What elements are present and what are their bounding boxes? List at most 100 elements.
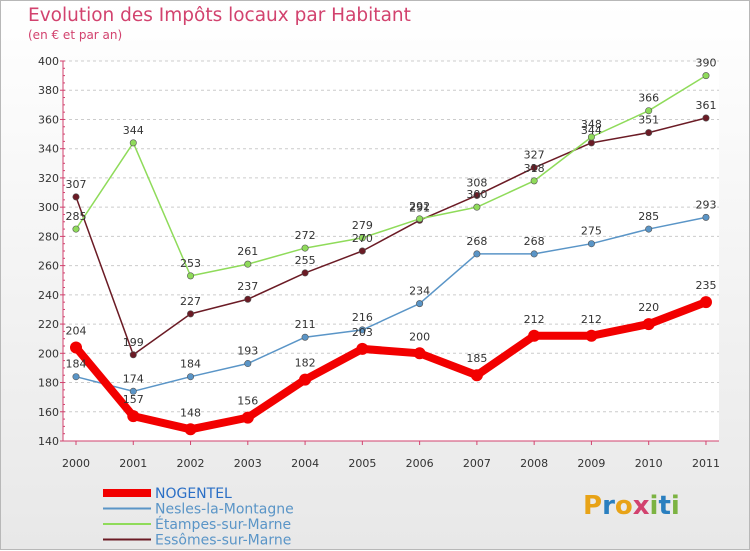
- x-tick-label: 2002: [177, 457, 205, 470]
- y-tick-label: 160: [38, 406, 59, 419]
- data-label: 199: [123, 336, 144, 349]
- data-label: 270: [352, 232, 373, 245]
- data-label: 174: [123, 372, 144, 385]
- data-point: [645, 129, 653, 137]
- y-tick-label: 360: [38, 113, 59, 126]
- series-line-étampes-sur-marne: [75, 74, 707, 277]
- data-point: [645, 225, 653, 233]
- data-point: [528, 329, 541, 342]
- data-point: [470, 369, 483, 382]
- y-tick-label: 180: [38, 377, 59, 390]
- data-label: 291: [409, 201, 430, 214]
- data-label: 272: [295, 229, 316, 242]
- data-label: 200: [409, 330, 430, 343]
- x-tick-label: 2011: [692, 457, 720, 470]
- x-tick-label: 2006: [406, 457, 434, 470]
- data-point: [187, 310, 195, 318]
- data-label: 157: [123, 393, 144, 406]
- data-label: 253: [180, 257, 201, 270]
- data-point: [530, 177, 538, 185]
- data-point: [413, 347, 426, 360]
- y-tick-label: 200: [38, 347, 59, 360]
- y-tick-label: 280: [38, 230, 59, 243]
- data-label: 275: [581, 225, 602, 238]
- data-label: 390: [695, 57, 716, 70]
- data-point: [301, 333, 309, 341]
- data-point: [587, 139, 595, 147]
- data-point: [587, 240, 595, 248]
- y-tick-label: 340: [38, 143, 59, 156]
- y-tick-label: 260: [38, 260, 59, 273]
- data-label: 300: [466, 188, 487, 201]
- data-label: 351: [638, 114, 659, 127]
- y-tick-label: 140: [38, 435, 59, 448]
- series-lines: [70, 72, 712, 436]
- x-tick-label: 2000: [62, 457, 90, 470]
- data-label: 285: [638, 210, 659, 223]
- y-tick-label: 220: [38, 318, 59, 331]
- data-point: [702, 114, 710, 122]
- x-tick-label: 2003: [234, 457, 262, 470]
- proxiti-logo: Proxiti: [583, 491, 680, 521]
- chart-subtitle: (en € et par an): [28, 28, 123, 42]
- data-label: 203: [352, 326, 373, 339]
- data-label: 237: [237, 280, 258, 293]
- data-label: 318: [524, 162, 545, 175]
- legend-label: NOGENTEL: [155, 486, 232, 502]
- data-label: 293: [695, 198, 716, 211]
- series-line-essômes-sur-marne: [75, 117, 707, 356]
- data-point: [642, 318, 655, 331]
- legend-label: Essômes-sur-Marne: [155, 533, 291, 549]
- data-point: [129, 139, 137, 147]
- data-label: 234: [409, 285, 430, 298]
- x-tick-label: 2001: [119, 457, 147, 470]
- data-point: [473, 203, 481, 211]
- data-label: 292: [409, 200, 430, 213]
- x-tick-label: 2004: [291, 457, 319, 470]
- data-label: 184: [180, 358, 201, 371]
- legend-label: Nesles-la-Montagne: [155, 502, 294, 518]
- y-tick-label: 320: [38, 172, 59, 185]
- y-tick-label: 300: [38, 201, 59, 214]
- chart-title: Evolution des Impôts locaux par Habitant: [28, 5, 411, 26]
- data-label: 361: [695, 99, 716, 112]
- data-point: [244, 360, 252, 368]
- data-point: [70, 341, 82, 354]
- data-label: 204: [66, 324, 87, 337]
- data-label: 327: [524, 149, 545, 162]
- data-label: 211: [295, 318, 316, 331]
- data-label: 255: [295, 254, 316, 267]
- data-point: [358, 247, 366, 255]
- data-point: [416, 215, 424, 223]
- series-line-nogentel: [72, 298, 710, 434]
- data-label: 156: [237, 395, 258, 408]
- logo-letter: o: [614, 491, 633, 521]
- data-label: 148: [180, 406, 201, 419]
- data-point: [301, 244, 309, 252]
- data-label: 227: [180, 295, 201, 308]
- legend-label: Étampes-sur-Marne: [155, 516, 291, 533]
- data-point: [244, 260, 252, 268]
- data-point: [301, 269, 309, 277]
- data-label: 285: [66, 210, 87, 223]
- x-tick-label: 2005: [348, 457, 376, 470]
- data-point: [587, 133, 595, 141]
- data-point: [702, 72, 710, 80]
- x-tick-label: 2009: [577, 457, 605, 470]
- y-tick-label: 400: [38, 55, 59, 68]
- data-label: 348: [581, 118, 602, 131]
- data-point: [129, 387, 137, 395]
- data-point: [530, 250, 538, 258]
- data-point: [702, 213, 710, 221]
- data-label: 235: [695, 279, 716, 292]
- data-point: [645, 107, 653, 115]
- data-point: [72, 225, 80, 233]
- data-label: 193: [237, 345, 258, 358]
- data-point: [244, 295, 252, 303]
- x-tick-label: 2010: [635, 457, 663, 470]
- x-tick-label: 2008: [520, 457, 548, 470]
- data-point: [473, 250, 481, 258]
- data-point: [127, 410, 140, 423]
